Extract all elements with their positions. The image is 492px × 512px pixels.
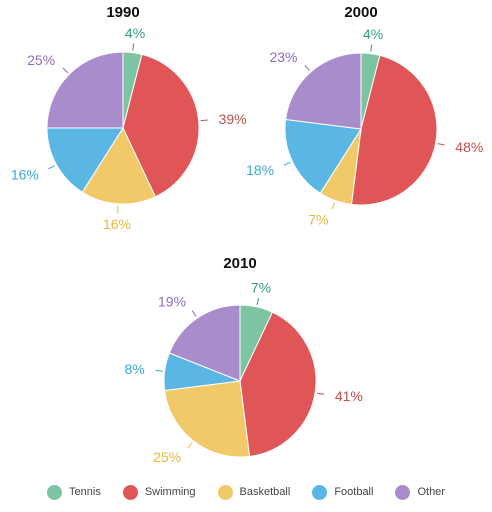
legend-label-swimming: Swimming	[144, 486, 196, 498]
leader-line-football-2010	[155, 369, 163, 372]
legend-swatch-basketball	[217, 484, 233, 500]
data-label-other-2000: 23%	[269, 49, 297, 65]
slice-swimming-2000	[350, 54, 438, 206]
legend-label-other: Other	[417, 486, 445, 498]
slice-basketball-1990	[81, 126, 157, 205]
slice-football-1990	[46, 127, 124, 193]
leader-line-tennis-1990	[132, 43, 135, 51]
data-label-football-1990: 16%	[11, 166, 39, 182]
data-label-football-2000: 18%	[246, 162, 274, 178]
chart-title-1990: 1990	[106, 4, 139, 21]
chart-legend: Tennis Swimming Basketball Football Othe…	[0, 480, 492, 504]
data-label-basketball-2010: 25%	[153, 449, 181, 465]
leader-line-swimming-2010	[316, 392, 325, 395]
leader-line-swimming-2000	[437, 143, 445, 146]
data-label-tennis-2010: 7%	[251, 279, 271, 295]
chart-title-2010: 2010	[223, 255, 256, 272]
leader-line-football-1990	[48, 165, 55, 170]
legend-item-football: Football	[312, 484, 374, 500]
legend-item-other: Other	[395, 484, 445, 500]
legend-swatch-swimming	[122, 484, 138, 500]
leader-line-basketball-2000	[331, 202, 336, 210]
pie-chart-1990: 1990 4% 39% 16% 16% 25%	[11, 4, 247, 232]
legend-item-swimming: Swimming	[122, 484, 196, 500]
leader-line-basketball-2010	[187, 442, 193, 449]
slice-basketball-2010	[164, 380, 251, 458]
slice-football-2000	[284, 118, 362, 194]
data-label-swimming-2010: 41%	[335, 388, 363, 404]
leader-line-tennis-2010	[256, 297, 260, 305]
legend-item-tennis: Tennis	[47, 484, 101, 500]
slice-other-1990	[46, 51, 124, 129]
data-label-basketball-1990: 16%	[103, 216, 131, 232]
data-label-football-2010: 8%	[125, 361, 145, 377]
legend-swatch-tennis	[47, 484, 63, 500]
leader-line-other-2000	[304, 64, 310, 71]
legend-swatch-other	[395, 484, 411, 500]
leader-line-other-1990	[62, 67, 69, 74]
chart-title-2000: 2000	[344, 4, 377, 21]
pie-chart-2010: 2010 7% 41% 25% 8% 19%	[125, 255, 363, 465]
data-label-basketball-2000: 7%	[308, 211, 328, 227]
slice-other-2000	[285, 52, 362, 130]
slice-other-2010	[168, 304, 241, 382]
slice-swimming-2010	[239, 311, 317, 457]
slice-swimming-1990	[122, 53, 200, 198]
legend-label-basketball: Basketball	[239, 486, 291, 498]
data-label-tennis-1990: 4%	[125, 25, 145, 41]
data-label-tennis-2000: 4%	[363, 26, 383, 42]
legend-item-basketball: Basketball	[217, 484, 291, 500]
leader-line-swimming-1990	[200, 119, 208, 122]
data-label-swimming-2000: 48%	[455, 139, 483, 155]
leader-line-other-2010	[191, 310, 197, 317]
legend-swatch-football	[312, 484, 328, 500]
legend-label-football: Football	[334, 486, 374, 498]
data-label-other-1990: 25%	[27, 52, 55, 68]
leader-line-tennis-2000	[370, 44, 373, 52]
data-label-swimming-1990: 39%	[219, 111, 247, 127]
legend-label-tennis: Tennis	[69, 486, 101, 498]
pie-chart-2000: 2000 4% 48% 7% 18% 23%	[246, 4, 483, 227]
data-label-other-2010: 19%	[158, 294, 186, 310]
leader-line-football-2000	[283, 161, 291, 166]
